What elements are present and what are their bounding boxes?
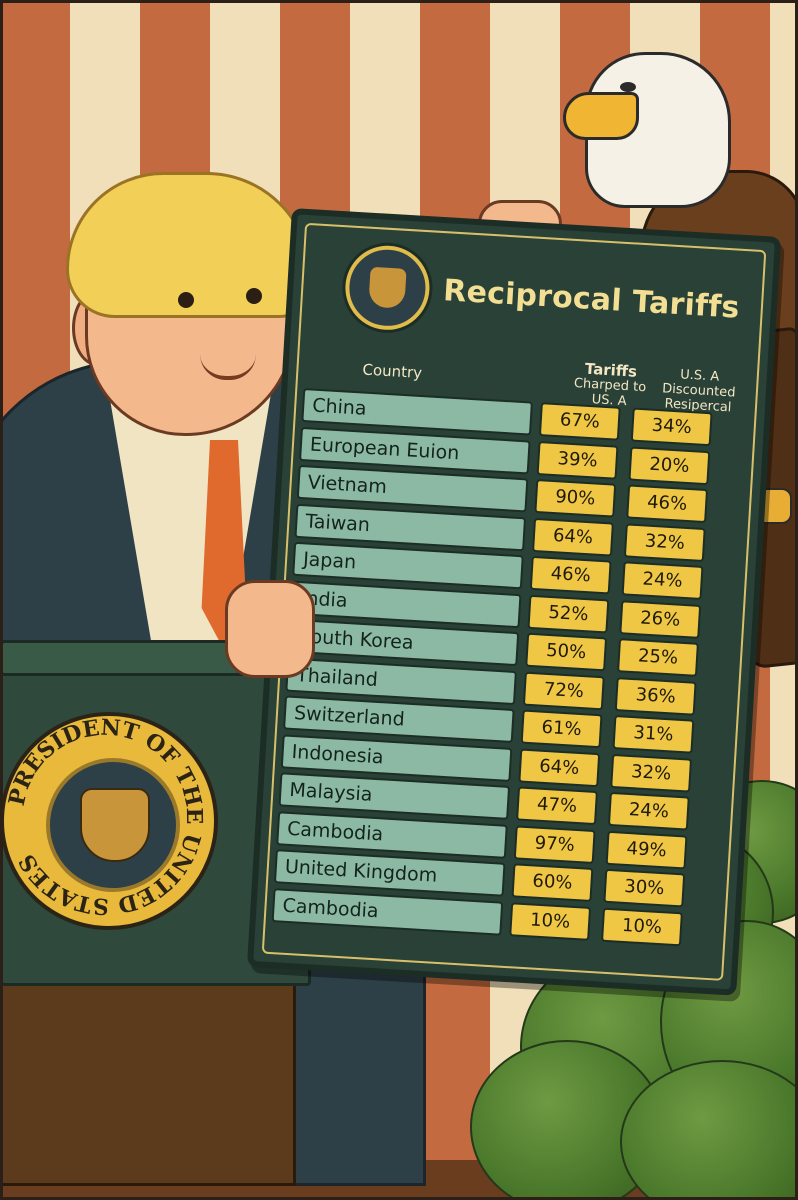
discounted-cell: 32% bbox=[623, 522, 706, 562]
tariff-cell: 47% bbox=[516, 786, 598, 826]
tariff-cell: 46% bbox=[529, 555, 612, 595]
tariff-cell: 72% bbox=[522, 671, 605, 710]
tariff-cell: 50% bbox=[525, 632, 608, 672]
tariff-cell: 90% bbox=[534, 478, 617, 518]
discounted-cell: 24% bbox=[621, 561, 704, 600]
tariff-cell: 39% bbox=[536, 440, 619, 480]
tariff-cell: 10% bbox=[509, 901, 592, 941]
discounted-cell: 30% bbox=[603, 868, 686, 908]
tariff-cell: 64% bbox=[518, 747, 601, 787]
tariff-board: Reciprocal Tariffs Country Tariffs Charp… bbox=[246, 208, 782, 996]
tariff-cell: 64% bbox=[532, 517, 614, 557]
tariff-cell: 97% bbox=[513, 824, 596, 864]
tariff-cell: 61% bbox=[520, 709, 603, 749]
tariff-rows: China 67% 34% European Euion 39% 20% Vietnam… bbox=[271, 385, 743, 949]
discounted-cell: 32% bbox=[610, 753, 693, 793]
discounted-cell: 36% bbox=[614, 676, 697, 716]
discounted-cell: 46% bbox=[626, 484, 709, 524]
discounted-cell: 49% bbox=[605, 830, 688, 869]
hand-low bbox=[225, 580, 315, 678]
tariff-cell: 67% bbox=[538, 402, 621, 441]
discounted-cell: 34% bbox=[630, 407, 713, 447]
discounted-cell: 10% bbox=[601, 907, 683, 946]
header-country: Country bbox=[362, 360, 423, 382]
presidential-seal: PRESIDENT OF THE UNITED STATES bbox=[0, 712, 218, 930]
tariff-cell: 60% bbox=[511, 863, 594, 902]
discounted-cell: 24% bbox=[607, 791, 690, 831]
discounted-cell: 25% bbox=[617, 638, 699, 677]
discounted-cell: 26% bbox=[619, 599, 702, 639]
eagle-emblem-icon bbox=[80, 788, 150, 862]
discounted-cell: 31% bbox=[612, 715, 695, 754]
tariff-cell: 52% bbox=[527, 594, 610, 633]
discounted-cell: 20% bbox=[628, 445, 711, 485]
